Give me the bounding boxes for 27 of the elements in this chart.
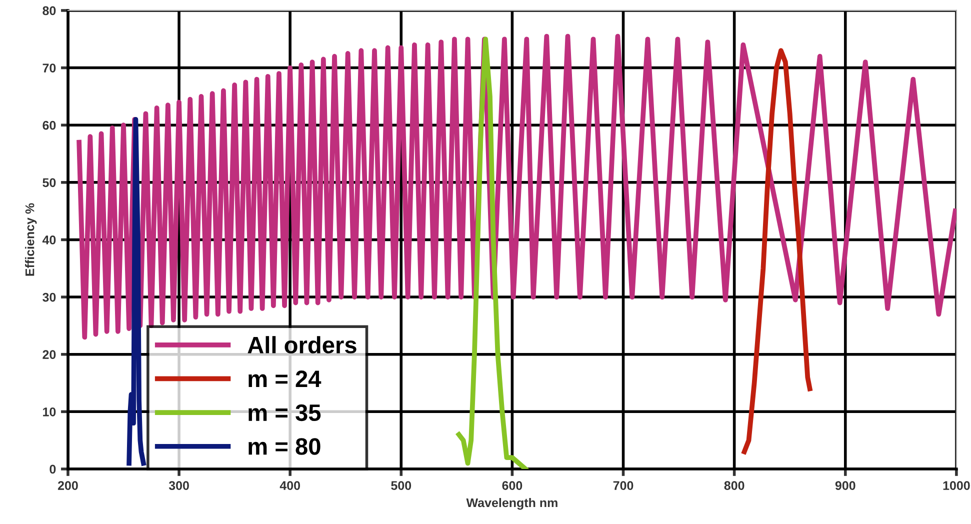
line-series bbox=[742, 48, 812, 454]
x-tick-label: 900 bbox=[835, 481, 856, 490]
y-tick-label: 80 bbox=[42, 6, 56, 16]
y-tick-label: 60 bbox=[42, 120, 56, 130]
x-tick-label: 200 bbox=[58, 481, 78, 490]
x-tick-label: 300 bbox=[168, 481, 189, 490]
y-tick-label: 10 bbox=[43, 407, 56, 416]
y-tick-label: 40 bbox=[42, 236, 56, 244]
line-series bbox=[126, 116, 146, 466]
x-tick-label: 700 bbox=[613, 481, 634, 490]
legend-label: m = 80 bbox=[248, 438, 320, 455]
y-axis-title: Efficiency % bbox=[25, 203, 37, 276]
y-tick-label: 0 bbox=[50, 464, 56, 474]
x-tick-label: 500 bbox=[391, 481, 412, 490]
x-axis-title: Wavelength nm bbox=[466, 498, 558, 510]
x-tick-label: 400 bbox=[280, 481, 300, 490]
y-tick-label: 20 bbox=[42, 350, 56, 360]
legend-label: m = 24 bbox=[248, 370, 322, 388]
legend-label: m = 35 bbox=[248, 404, 321, 422]
x-tick-label: 600 bbox=[502, 481, 522, 490]
line-series bbox=[456, 36, 528, 469]
x-tick-label: 1000 bbox=[943, 481, 970, 490]
y-tick-label: 50 bbox=[42, 178, 56, 188]
y-tick-label: 30 bbox=[42, 292, 56, 302]
y-tick-label: 70 bbox=[42, 64, 56, 72]
legend-label: All orders bbox=[248, 336, 356, 354]
x-tick-label: 800 bbox=[724, 481, 744, 490]
